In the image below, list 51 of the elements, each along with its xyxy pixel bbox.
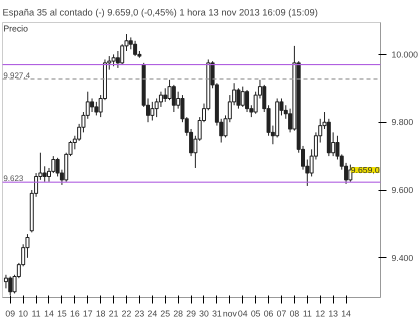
x-tick-label: 09 — [5, 308, 16, 318]
y-tick-label: 9.800 — [392, 117, 414, 128]
candlestick — [133, 40, 138, 57]
x-tick-label: 14 — [341, 308, 352, 318]
x-tick-label: 16 — [70, 308, 80, 318]
y-tick-label: 9.600 — [392, 185, 414, 196]
x-tick-label: 14 — [44, 308, 54, 318]
x-tick-label: 23 — [134, 308, 144, 318]
ref-line-label: 9.623 — [3, 174, 24, 184]
candlestick — [51, 156, 56, 174]
x-tick-label: 12 — [315, 308, 326, 318]
x-tick-label: 31 — [212, 308, 222, 318]
candlestick — [42, 166, 47, 182]
candlestick — [8, 276, 12, 296]
candlestick — [112, 54, 116, 67]
candlestick — [163, 88, 168, 102]
annotation: 9.659,0 — [350, 165, 380, 176]
x-tick-label: 06 — [264, 308, 274, 318]
x-tick-label: 11 — [32, 308, 41, 318]
chart-title: España 35 al contado (-) 9.659,0 (-0,45%) 1 hora 13 nov 2013 16:09 (15:09) — [2, 8, 318, 18]
x-tick-label: nov — [222, 308, 238, 318]
x-tick-label: 24 — [148, 308, 158, 318]
x-tick-label: 07 — [276, 308, 286, 318]
x-tick-label: 11 — [302, 308, 312, 318]
x-tick-label: 25 — [160, 308, 170, 318]
candlestick — [236, 88, 240, 110]
x-tick-label: 18 — [96, 308, 106, 318]
candlestick — [172, 84, 176, 113]
ref-line-label: 9.927,4 — [3, 70, 31, 80]
candlestick — [150, 101, 154, 121]
y-tick-label: 10.000 — [392, 49, 418, 60]
x-tick-label: 10 — [18, 308, 28, 318]
x-tick-label: 17 — [82, 308, 93, 318]
x-tick-label: 29 — [186, 308, 196, 318]
candlestick — [154, 98, 159, 118]
x-tick-label: 13 — [328, 308, 338, 318]
x-tick-label: 21 — [108, 308, 119, 318]
x-tick-label: 30 — [199, 308, 209, 318]
x-tick-label: 22 — [122, 308, 132, 318]
candlestick — [240, 86, 245, 108]
x-tick-label: 28 — [173, 308, 184, 318]
candlestick — [94, 101, 98, 116]
candlestick — [56, 157, 60, 177]
y-axis-title: Precio — [3, 24, 28, 34]
candlestick — [158, 91, 163, 108]
x-tick-label: 08 — [290, 308, 300, 318]
candlestick — [120, 44, 124, 66]
x-tick-label: 15 — [57, 308, 67, 318]
x-tick-label: 04 — [238, 308, 248, 318]
y-tick-label: 9.400 — [392, 252, 414, 263]
x-tick-label: 05 — [250, 308, 261, 318]
